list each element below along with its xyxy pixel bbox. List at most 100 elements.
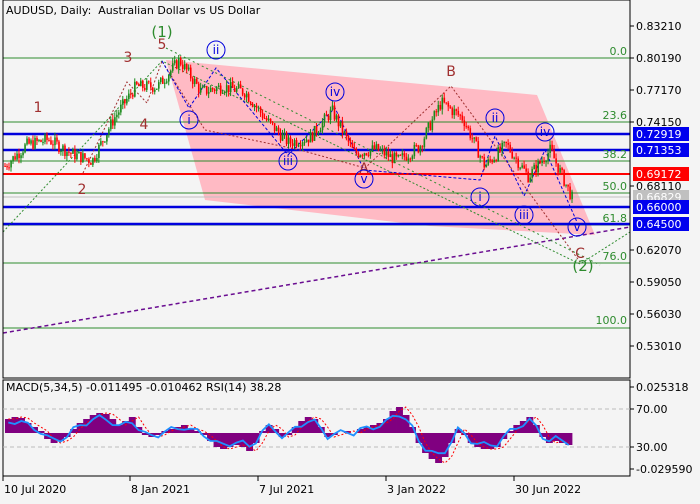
macd-bar	[526, 417, 534, 433]
wave-label-primary: (2)	[572, 257, 593, 275]
macd-bar	[154, 433, 162, 435]
candle-body	[253, 105, 256, 107]
candle-body	[425, 128, 428, 139]
candle-body	[132, 94, 134, 97]
macd-bar	[467, 433, 475, 443]
candle-body	[527, 171, 529, 183]
macd-bar	[539, 433, 547, 437]
rsi-line	[8, 414, 570, 455]
macd-bar	[441, 433, 449, 457]
candle-body	[273, 123, 276, 132]
macd-bar	[389, 411, 397, 433]
candle-body	[525, 168, 527, 172]
candle-body	[106, 134, 108, 142]
time-axis[interactable]: 10 Jul 2020 8 Jan 2021 7 Jul 2021 3 Jan 202…	[2, 476, 581, 496]
candle-body	[481, 156, 484, 158]
candle-body	[463, 120, 466, 127]
candle-body	[207, 91, 210, 94]
wave-label-intermediate: 3	[124, 50, 133, 66]
candle-body	[249, 101, 252, 104]
candle-body	[487, 159, 490, 165]
candle-body	[379, 149, 382, 151]
candle-body	[369, 149, 372, 156]
macd-bar	[246, 433, 254, 451]
macd-bar	[194, 431, 201, 433]
candle-body	[517, 158, 519, 168]
candle-body	[247, 93, 250, 102]
candle-body	[319, 130, 322, 133]
macd-bar	[356, 429, 364, 433]
candle-body	[209, 88, 212, 92]
time-label: 30 Jun 2022	[515, 483, 581, 496]
candle-body	[567, 184, 569, 187]
candle-body	[489, 159, 492, 161]
candle-body	[453, 109, 456, 116]
candle-body	[197, 83, 200, 93]
macd-bar	[252, 433, 260, 443]
candle-body	[90, 162, 92, 165]
candle-body	[403, 153, 406, 157]
candle-body	[160, 77, 162, 83]
candle-body	[66, 151, 68, 157]
fib-label: 100.0	[596, 314, 628, 327]
candle-body	[154, 89, 156, 92]
candle-body	[563, 170, 565, 186]
candle-body	[323, 114, 326, 122]
wave-label-intermediate: 1	[34, 100, 43, 116]
candle-body	[451, 108, 454, 116]
candle-body	[42, 141, 44, 143]
wave-label-minor: i	[187, 113, 190, 127]
price-badge	[633, 167, 689, 181]
long-term-trendline	[2, 226, 631, 334]
candle-body	[96, 157, 98, 161]
candle-body	[281, 133, 284, 141]
candle-body	[189, 67, 192, 79]
candle-body	[201, 86, 204, 88]
candle-body	[307, 139, 310, 143]
candle-body	[140, 80, 142, 87]
candle-body	[130, 93, 132, 95]
macd-bar	[265, 425, 273, 433]
candle-body	[269, 118, 272, 122]
wave-circle	[485, 108, 505, 128]
candle-body	[68, 151, 70, 153]
candle-body	[162, 77, 164, 84]
candle-body	[365, 153, 368, 155]
candle-body	[501, 142, 504, 152]
candle-body	[503, 141, 506, 143]
candle-body	[433, 111, 436, 120]
candle-body	[4, 165, 6, 167]
candle-body	[46, 134, 48, 140]
candle-body	[467, 126, 470, 129]
candle-body	[138, 84, 140, 87]
candle-body	[305, 139, 308, 143]
price-axis[interactable]: 0.83210 0.80190 0.77170 0.74150 0.68110 0.620…	[629, 0, 682, 378]
candle-body	[411, 156, 414, 159]
candle-body	[70, 152, 72, 154]
candle-body	[146, 81, 148, 90]
candle-body	[164, 82, 166, 84]
macd-bar	[200, 433, 208, 435]
macd-bar	[311, 419, 319, 433]
candle-body	[341, 121, 344, 134]
time-label: 7 Jul 2021	[259, 483, 314, 496]
candle-body	[142, 80, 144, 88]
candle-body	[193, 79, 196, 85]
candle-body	[213, 89, 216, 91]
candle-body	[371, 145, 374, 150]
candle-body	[205, 86, 208, 94]
price-label: 0.83210	[636, 20, 682, 33]
wave-circle	[514, 205, 534, 225]
price-badge	[633, 143, 689, 157]
wave-label-minor: ii	[492, 111, 499, 125]
candle-body	[309, 132, 312, 143]
macd-bar	[115, 425, 123, 433]
price-badge-text: 0.69172	[636, 168, 682, 181]
wave-circle	[354, 169, 374, 189]
wave-circle	[535, 122, 555, 142]
macd-bar	[18, 418, 25, 433]
macd-bar	[167, 429, 175, 433]
candle-body	[449, 106, 452, 109]
candle-body	[225, 85, 228, 93]
